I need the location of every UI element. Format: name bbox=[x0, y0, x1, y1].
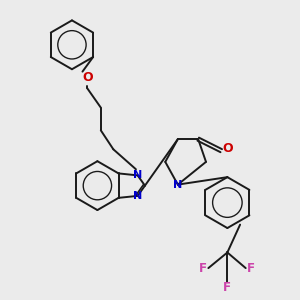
Text: N: N bbox=[173, 180, 182, 190]
Text: F: F bbox=[199, 262, 207, 275]
Text: N: N bbox=[133, 170, 142, 180]
Text: O: O bbox=[222, 142, 233, 155]
Text: O: O bbox=[82, 70, 92, 83]
Text: N: N bbox=[133, 191, 142, 201]
Text: F: F bbox=[224, 281, 231, 294]
Text: F: F bbox=[247, 262, 255, 275]
